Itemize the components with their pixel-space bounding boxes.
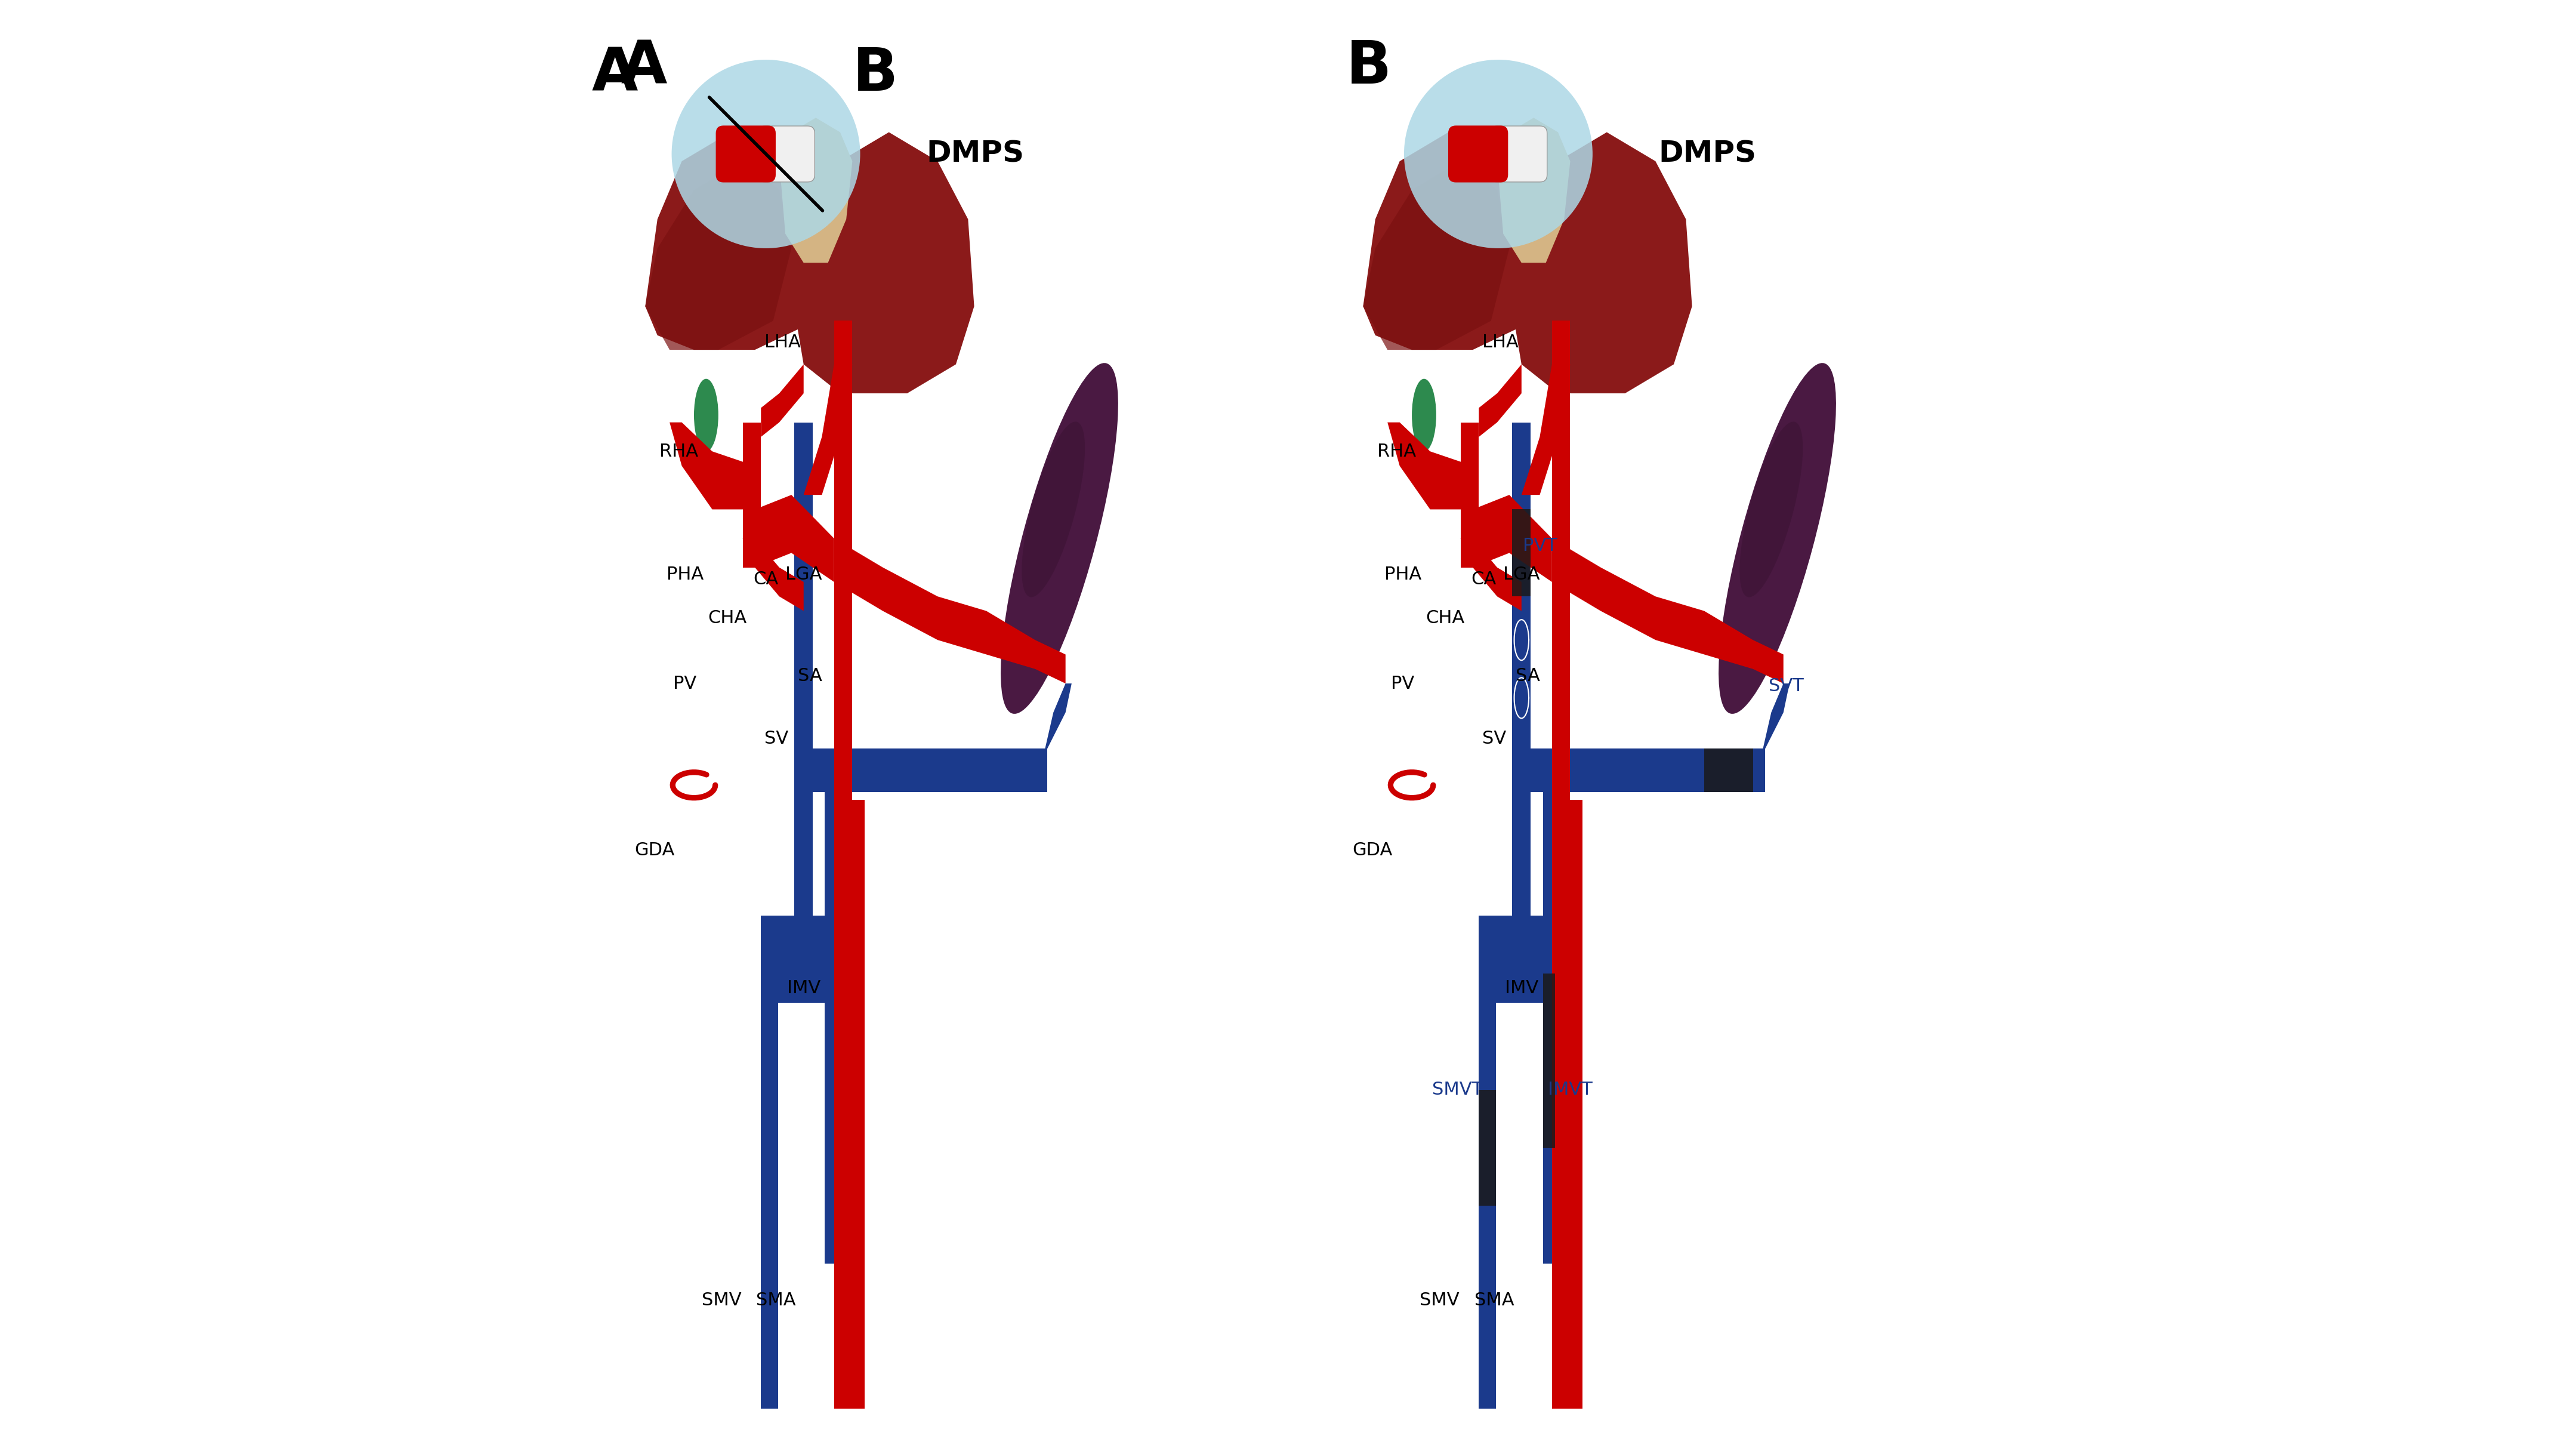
Polygon shape [1363, 161, 1510, 350]
Polygon shape [670, 422, 755, 509]
Text: SMVT: SMVT [1432, 1080, 1484, 1098]
Text: CA: CA [1471, 570, 1497, 587]
Text: SMA: SMA [1473, 1291, 1515, 1309]
Text: PHA: PHA [1383, 566, 1422, 583]
Polygon shape [1522, 749, 1765, 792]
Text: LGA: LGA [786, 566, 822, 583]
Polygon shape [1510, 132, 1692, 394]
FancyBboxPatch shape [1489, 126, 1548, 182]
Polygon shape [835, 321, 853, 1409]
Ellipse shape [1023, 422, 1084, 598]
FancyBboxPatch shape [716, 126, 775, 182]
Polygon shape [793, 422, 814, 974]
Polygon shape [781, 118, 853, 263]
Polygon shape [1036, 683, 1072, 792]
Text: B: B [1347, 38, 1391, 96]
Polygon shape [1512, 422, 1530, 974]
Text: PVT: PVT [1522, 537, 1556, 554]
Text: SMV: SMV [1419, 1291, 1458, 1309]
Polygon shape [644, 161, 791, 350]
Polygon shape [1479, 916, 1558, 1003]
Text: SMA: SMA [757, 1291, 796, 1309]
Polygon shape [1473, 538, 1522, 611]
Polygon shape [1543, 771, 1556, 1264]
Polygon shape [1363, 132, 1558, 350]
Polygon shape [760, 974, 778, 1409]
Polygon shape [1479, 1089, 1497, 1205]
Text: CHA: CHA [1427, 609, 1466, 627]
Polygon shape [824, 771, 837, 1264]
Polygon shape [1479, 365, 1522, 436]
Polygon shape [848, 800, 866, 1409]
Ellipse shape [1739, 422, 1803, 598]
Polygon shape [1551, 321, 1571, 1409]
Polygon shape [1512, 509, 1530, 596]
Polygon shape [1479, 974, 1497, 1409]
Polygon shape [755, 538, 804, 611]
Polygon shape [1388, 422, 1473, 509]
Polygon shape [1543, 974, 1556, 1147]
Ellipse shape [1718, 364, 1837, 714]
Text: SVT: SVT [1770, 678, 1803, 695]
Ellipse shape [999, 364, 1118, 714]
Polygon shape [1564, 800, 1582, 1409]
Ellipse shape [693, 379, 719, 451]
Text: CHA: CHA [708, 609, 747, 627]
Text: A: A [592, 45, 639, 103]
Text: SV: SV [1481, 730, 1507, 747]
Circle shape [672, 60, 860, 249]
Circle shape [1404, 60, 1592, 249]
Text: RHA: RHA [1378, 442, 1417, 459]
Polygon shape [1551, 538, 1783, 683]
Text: CA: CA [752, 570, 778, 587]
Text: SV: SV [765, 730, 788, 747]
Text: SA: SA [799, 667, 822, 685]
Text: RHA: RHA [659, 442, 698, 459]
FancyBboxPatch shape [757, 126, 814, 182]
Text: A: A [621, 38, 667, 96]
Text: LHA: LHA [1481, 334, 1517, 352]
Polygon shape [804, 749, 1048, 792]
Text: IMV: IMV [1504, 980, 1538, 997]
Text: DMPS: DMPS [1659, 140, 1757, 169]
Text: PV: PV [1391, 675, 1414, 692]
Polygon shape [760, 916, 840, 1003]
Polygon shape [742, 422, 760, 567]
Text: IMVT: IMVT [1548, 1080, 1592, 1098]
FancyBboxPatch shape [1448, 126, 1507, 182]
Polygon shape [1752, 683, 1790, 792]
Ellipse shape [1412, 379, 1437, 451]
Polygon shape [1461, 422, 1479, 567]
Text: DMPS: DMPS [927, 140, 1025, 169]
Text: LHA: LHA [765, 334, 801, 352]
Text: GDA: GDA [634, 842, 675, 859]
Polygon shape [835, 538, 1066, 683]
Polygon shape [1522, 365, 1571, 494]
Text: SMV: SMV [701, 1291, 742, 1309]
Polygon shape [760, 365, 804, 436]
Text: PV: PV [672, 675, 696, 692]
Text: LGA: LGA [1504, 566, 1540, 583]
Text: B: B [853, 45, 899, 103]
Polygon shape [804, 365, 853, 494]
Polygon shape [1461, 494, 1551, 582]
Polygon shape [742, 494, 835, 582]
Text: PHA: PHA [667, 566, 703, 583]
Polygon shape [791, 132, 974, 394]
Polygon shape [644, 132, 840, 350]
Text: SA: SA [1515, 667, 1540, 685]
Polygon shape [1705, 749, 1752, 792]
Polygon shape [1497, 118, 1571, 263]
Text: IMV: IMV [786, 980, 819, 997]
Text: GDA: GDA [1352, 842, 1394, 859]
